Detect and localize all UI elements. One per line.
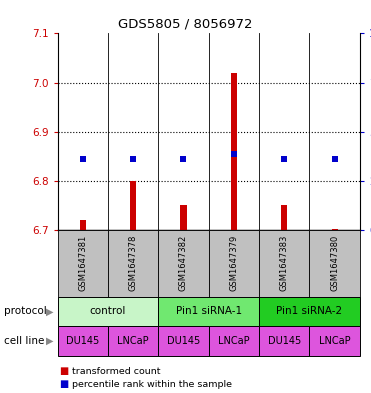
Text: GSM1647378: GSM1647378 <box>129 235 138 292</box>
Text: LNCaP: LNCaP <box>218 336 250 346</box>
FancyBboxPatch shape <box>259 230 309 297</box>
Text: GSM1647380: GSM1647380 <box>330 235 339 292</box>
Text: DU145: DU145 <box>167 336 200 346</box>
Text: DU145: DU145 <box>66 336 99 346</box>
Text: DU145: DU145 <box>267 336 301 346</box>
FancyBboxPatch shape <box>209 230 259 297</box>
Text: Pin1 siRNA-1: Pin1 siRNA-1 <box>175 307 242 316</box>
FancyBboxPatch shape <box>309 230 360 297</box>
FancyBboxPatch shape <box>309 326 360 356</box>
FancyBboxPatch shape <box>158 297 259 326</box>
FancyBboxPatch shape <box>58 297 158 326</box>
Text: GSM1647381: GSM1647381 <box>78 235 87 292</box>
Text: ■: ■ <box>59 379 69 389</box>
Bar <box>80 220 86 230</box>
Text: percentile rank within the sample: percentile rank within the sample <box>72 380 232 389</box>
Text: GSM1647379: GSM1647379 <box>229 235 239 292</box>
Text: GSM1647382: GSM1647382 <box>179 235 188 292</box>
Text: Pin1 siRNA-2: Pin1 siRNA-2 <box>276 307 342 316</box>
FancyBboxPatch shape <box>259 326 309 356</box>
Text: LNCaP: LNCaP <box>319 336 351 346</box>
FancyBboxPatch shape <box>158 230 209 297</box>
Text: ■: ■ <box>59 366 69 376</box>
Text: GDS5805 / 8056972: GDS5805 / 8056972 <box>118 18 253 31</box>
Bar <box>281 206 287 230</box>
Text: cell line: cell line <box>4 336 44 346</box>
Text: GSM1647383: GSM1647383 <box>280 235 289 292</box>
Bar <box>231 73 237 230</box>
FancyBboxPatch shape <box>58 230 108 297</box>
FancyBboxPatch shape <box>108 230 158 297</box>
FancyBboxPatch shape <box>259 297 360 326</box>
Bar <box>130 181 136 230</box>
Text: ▶: ▶ <box>46 307 54 316</box>
FancyBboxPatch shape <box>58 326 108 356</box>
Text: protocol: protocol <box>4 307 46 316</box>
Text: transformed count: transformed count <box>72 367 161 376</box>
FancyBboxPatch shape <box>209 326 259 356</box>
Text: control: control <box>90 307 126 316</box>
FancyBboxPatch shape <box>158 326 209 356</box>
Text: LNCaP: LNCaP <box>117 336 149 346</box>
Text: ▶: ▶ <box>46 336 54 346</box>
FancyBboxPatch shape <box>108 326 158 356</box>
Bar <box>180 206 187 230</box>
